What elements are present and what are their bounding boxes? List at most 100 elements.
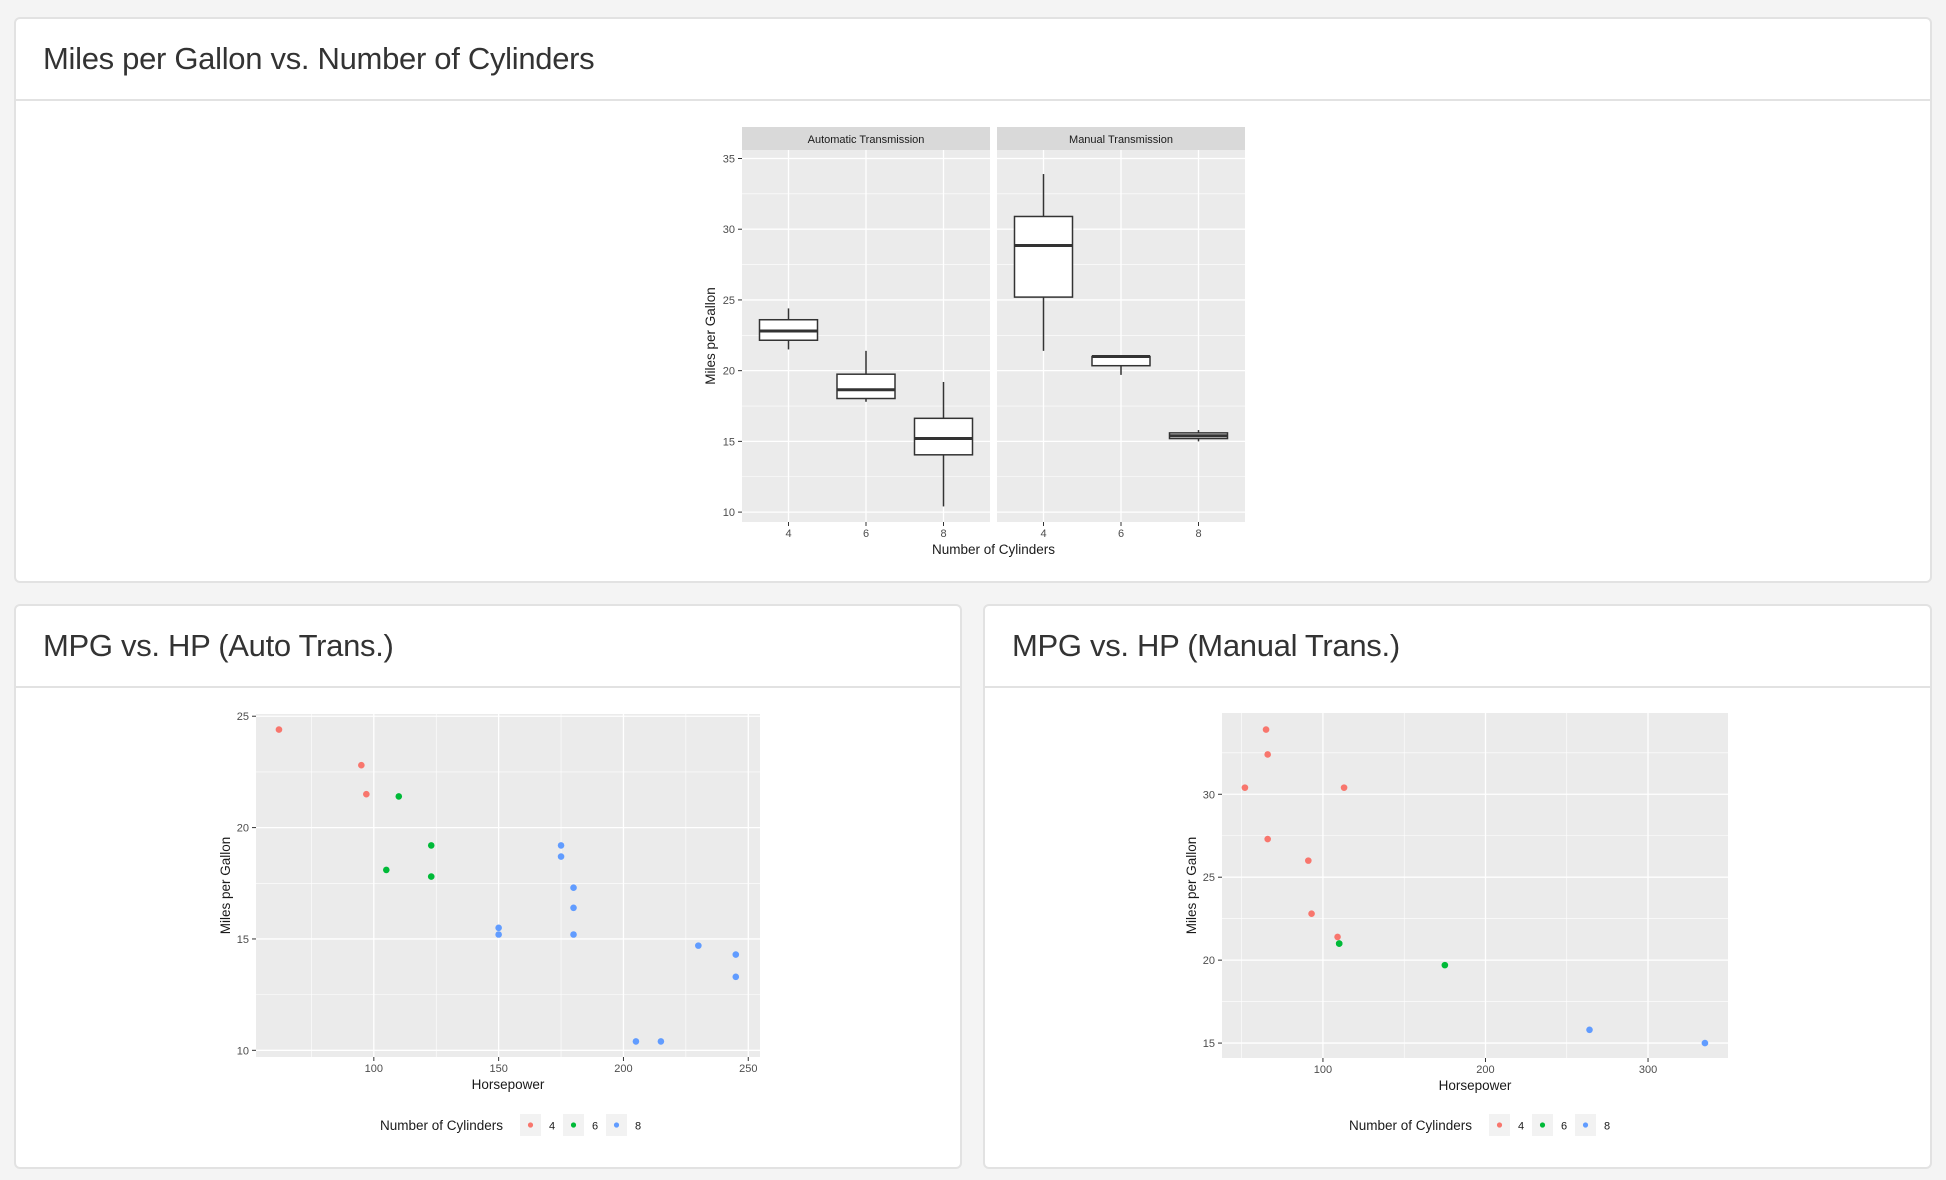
data-point (570, 931, 577, 938)
card-header: Miles per Gallon vs. Number of Cylinders (16, 19, 1930, 101)
box-cyl-6 (1091, 355, 1151, 375)
data-point (383, 866, 390, 874)
x-tick-label: 8 (940, 528, 946, 540)
box-cyl-4 (1013, 174, 1074, 351)
legend-dot (1496, 1122, 1503, 1128)
y-tick-label: 25 (723, 295, 735, 307)
facet-label: Automatic Transmission (808, 134, 925, 146)
y-tick-label: 20 (1203, 955, 1215, 967)
data-point (1308, 910, 1315, 917)
series-cyl-6 (1335, 940, 1449, 969)
data-point (495, 924, 502, 932)
data-point (363, 790, 370, 798)
data-point (1335, 940, 1343, 947)
data-point (657, 1038, 665, 1045)
data-point (570, 884, 577, 892)
x-tick-label: 6 (1118, 528, 1124, 540)
y-tick-label: 15 (723, 436, 735, 448)
x-tick-label: 4 (1040, 528, 1046, 540)
data-point (427, 873, 435, 880)
plot-panel (256, 714, 760, 1057)
legend-title: Number of Cylinders (380, 1118, 503, 1133)
legend-label: 4 (1518, 1121, 1524, 1133)
y-tick-label: 30 (1203, 789, 1215, 801)
data-point (275, 726, 283, 733)
y-axis-label: Miles per Gallon (218, 837, 233, 935)
y-tick-label: 25 (1203, 872, 1215, 884)
card-mpg-vs-hp-manual: MPG vs. HP (Manual Trans.) 100 200 300 15 20… (983, 604, 1932, 1169)
card-mpg-vs-cylinders: Miles per Gallon vs. Number of Cylinders… (14, 17, 1932, 583)
legend: Number of Cylinders 4 6 8 (380, 1114, 641, 1136)
x-tick-label: 8 (1195, 528, 1201, 540)
x-axis-label: Horsepower (1439, 1078, 1512, 1093)
box-cyl-8 (913, 381, 974, 507)
facet-strip (997, 127, 1245, 150)
data-point (1441, 961, 1449, 969)
card-title: MPG vs. HP (Manual Trans.) (1012, 628, 1400, 663)
legend-dot (570, 1122, 577, 1128)
y-axis-label: Miles per Gallon (703, 287, 718, 385)
legend-label: 8 (635, 1121, 641, 1133)
data-point (1264, 835, 1271, 843)
x-tick-label: 100 (365, 1063, 383, 1075)
data-point (395, 793, 403, 800)
legend-dot (527, 1122, 534, 1128)
legend-label: 6 (592, 1121, 598, 1133)
card-header: MPG vs. HP (Manual Trans.) (985, 606, 1930, 688)
box-cyl-6 (836, 350, 896, 402)
legend-label: 6 (1561, 1121, 1567, 1133)
legend-label: 4 (549, 1121, 555, 1133)
series-cyl-8 (1586, 1026, 1709, 1047)
x-tick-label: 150 (489, 1063, 507, 1075)
x-axis-label: Number of Cylinders (932, 542, 1055, 557)
card-mpg-vs-hp-auto: MPG vs. HP (Auto Trans.) 100 150 200 250 10 1… (14, 604, 962, 1169)
series-cyl-6 (383, 793, 435, 880)
data-point (570, 904, 577, 912)
box-cyl-4 (758, 308, 819, 350)
data-point (632, 1038, 640, 1045)
data-point (1334, 933, 1341, 941)
series-cyl-4 (1241, 726, 1348, 941)
data-point (1340, 784, 1348, 791)
data-point (1586, 1026, 1593, 1034)
data-point (1241, 784, 1249, 791)
data-point (557, 842, 565, 849)
data-point (427, 842, 435, 849)
y-tick-label: 10 (723, 507, 735, 519)
data-point (1701, 1039, 1709, 1047)
y-tick-label: 20 (237, 823, 249, 835)
legend: Number of Cylinders 4 6 8 (1349, 1114, 1610, 1136)
data-point (358, 761, 365, 769)
data-point (1262, 726, 1270, 733)
series-cyl-8 (495, 842, 740, 1045)
data-point (732, 973, 740, 981)
x-tick-label: 200 (614, 1063, 632, 1075)
legend-dot (1539, 1122, 1546, 1128)
legend-title: Number of Cylinders (1349, 1118, 1472, 1133)
legend-dot (1582, 1122, 1589, 1128)
plot-panel (1222, 713, 1728, 1058)
data-point (1264, 751, 1271, 758)
box-cyl-8 (1168, 430, 1229, 442)
y-tick-label: 10 (237, 1045, 249, 1057)
y-tick-label: 35 (723, 153, 735, 165)
x-tick-label: 300 (1639, 1064, 1657, 1076)
card-title: MPG vs. HP (Auto Trans.) (43, 628, 394, 663)
x-tick-label: 250 (739, 1063, 757, 1075)
y-tick-label: 15 (237, 934, 249, 946)
y-tick-label: 20 (723, 366, 735, 378)
card-header: MPG vs. HP (Auto Trans.) (16, 606, 960, 688)
data-point (557, 853, 565, 860)
card-title: Miles per Gallon vs. Number of Cylinders (43, 41, 595, 76)
series-cyl-4 (275, 726, 370, 798)
scatter-chart-auto: 100 150 200 250 10 15 20 25 Horsepower Miles per … (218, 711, 760, 1136)
x-axis-label: Horsepower (472, 1077, 545, 1092)
facet-panel-automatic: Automatic Transmission 4 6 8 (742, 127, 990, 540)
data-point (1305, 857, 1312, 864)
facet-strip (742, 127, 990, 150)
y-tick-label: 30 (723, 224, 735, 236)
scatter-chart-manual: 100 200 300 15 20 25 30 Horsepower Miles per Gal… (1184, 713, 1728, 1136)
y-axis-label: Miles per Gallon (1184, 837, 1199, 935)
y-tick-label: 15 (1203, 1038, 1215, 1050)
